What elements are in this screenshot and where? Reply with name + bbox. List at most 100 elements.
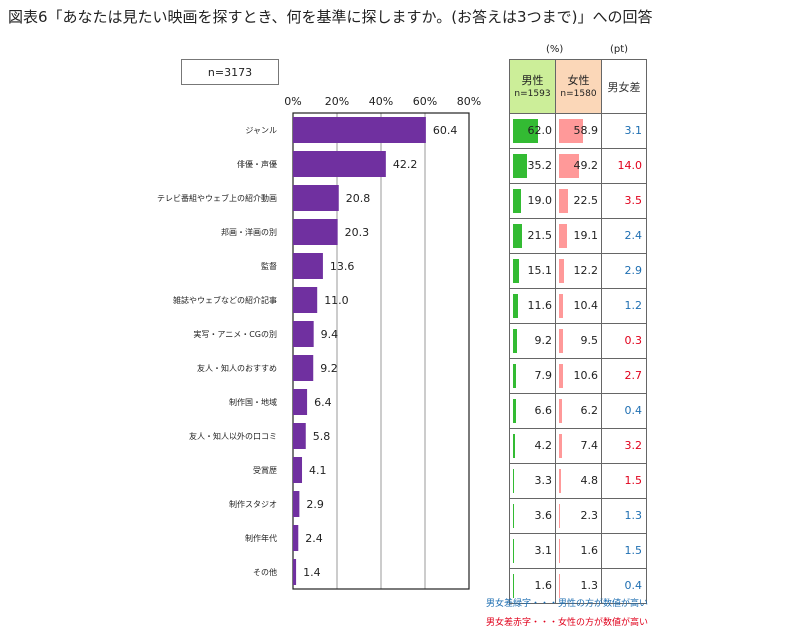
male-cell: 19.0 [509, 183, 556, 219]
female-cell: 1.3 [555, 568, 602, 604]
diff-value: 0.4 [624, 404, 643, 417]
data-label: 20.3 [345, 226, 370, 239]
male-bar [513, 329, 517, 353]
female-cell: 10.6 [555, 358, 602, 394]
female-value: 10.6 [573, 369, 599, 382]
table-row: 1.6 1.3 0.4 [509, 568, 647, 604]
male-value: 4.2 [534, 439, 553, 452]
data-label: 9.4 [321, 328, 339, 341]
percent-unit-label: (%) [546, 44, 564, 55]
page-title: 図表6「あなたは見たい映画を探すとき、何を基準に探しますか。(お答えは3つまで)… [8, 8, 653, 26]
diff-cell: 0.4 [601, 568, 647, 604]
tick-label: 40% [369, 95, 393, 108]
male-label: 男性 [521, 73, 544, 87]
male-cell: 3.3 [509, 463, 556, 499]
female-bar [559, 539, 560, 563]
category-label: その他 [253, 567, 277, 577]
point-unit-label: (pt) [610, 44, 629, 55]
female-bar [559, 434, 562, 458]
diff-value: 2.7 [624, 369, 643, 382]
category-label: 邦画・洋画の別 [221, 227, 277, 237]
table-row: 21.5 19.1 2.4 [509, 218, 647, 254]
male-value: 3.3 [534, 474, 553, 487]
female-cell: 19.1 [555, 218, 602, 254]
diff-cell: 1.3 [601, 498, 647, 534]
male-value: 3.6 [534, 509, 553, 522]
male-bar [513, 539, 515, 563]
female-cell: 12.2 [555, 253, 602, 289]
female-cell: 58.9 [555, 113, 602, 149]
female-bar [559, 154, 579, 178]
female-bar [559, 574, 560, 598]
female-cell: 22.5 [555, 183, 602, 219]
male-cell: 6.6 [509, 393, 556, 429]
male-cell: 3.1 [509, 533, 556, 569]
female-value: 22.5 [573, 194, 599, 207]
diff-value: 1.3 [624, 509, 643, 522]
male-cell: 9.2 [509, 323, 556, 359]
diff-value: 1.2 [624, 299, 643, 312]
female-value: 12.2 [573, 264, 599, 277]
diff-cell: 0.4 [601, 393, 647, 429]
data-label: 42.2 [393, 158, 418, 171]
female-value: 1.6 [580, 544, 599, 557]
female-bar [559, 294, 564, 318]
female-value: 4.8 [580, 474, 599, 487]
category-label: 制作国・地域 [229, 397, 277, 407]
female-n: n=1580 [560, 88, 597, 99]
table-row: 4.2 7.4 3.2 [509, 428, 647, 464]
diff-value: 0.4 [624, 579, 643, 592]
female-bar [559, 119, 583, 143]
male-cell: 21.5 [509, 218, 556, 254]
female-cell: 6.2 [555, 393, 602, 429]
data-label: 5.8 [313, 430, 331, 443]
female-label: 女性 [567, 73, 590, 87]
diff-cell: 3.2 [601, 428, 647, 464]
table-row: 3.1 1.6 1.5 [509, 533, 647, 569]
male-bar [513, 189, 521, 213]
male-value: 7.9 [534, 369, 553, 382]
table-row: 11.6 10.4 1.2 [509, 288, 647, 324]
tick-label: 20% [325, 95, 349, 108]
male-cell: 7.9 [509, 358, 556, 394]
male-bar [513, 469, 515, 493]
plot-frame [292, 112, 470, 590]
bar [293, 355, 314, 381]
male-bar [513, 364, 517, 388]
bar [293, 219, 338, 245]
male-bar [513, 434, 515, 458]
diff-cell: 0.3 [601, 323, 647, 359]
female-bar [559, 259, 564, 283]
bar [293, 491, 300, 517]
bar [293, 185, 339, 211]
diff-cell: 14.0 [601, 148, 647, 184]
male-cell: 3.6 [509, 498, 556, 534]
male-bar [513, 574, 514, 598]
female-value: 1.3 [580, 579, 599, 592]
tick-label: 60% [413, 95, 437, 108]
male-value: 1.6 [534, 579, 553, 592]
bar [293, 389, 308, 415]
data-label: 2.4 [305, 532, 323, 545]
bar [293, 525, 299, 551]
bar [293, 117, 426, 143]
data-label: 4.1 [309, 464, 327, 477]
male-value: 21.5 [527, 229, 553, 242]
table-row: 9.2 9.5 0.3 [509, 323, 647, 359]
female-cell: 10.4 [555, 288, 602, 324]
male-bar [513, 504, 515, 528]
data-label: 2.9 [306, 498, 324, 511]
diff-value: 3.5 [624, 194, 643, 207]
category-label: 制作年代 [245, 533, 277, 543]
male-header: 男性 n=1593 [509, 59, 556, 114]
gender-table: 男性 n=1593 女性 n=1580 男女差 62.0 58.9 3.1 35.2 4… [509, 59, 647, 604]
category-label: 友人・知人以外の口コミ [189, 431, 277, 441]
category-label: 実写・アニメ・CGの別 [193, 329, 277, 339]
data-label: 6.4 [314, 396, 332, 409]
female-bar [559, 504, 560, 528]
female-cell: 1.6 [555, 533, 602, 569]
diff-cell: 3.5 [601, 183, 647, 219]
data-label: 13.6 [330, 260, 355, 273]
table-row: 19.0 22.5 3.5 [509, 183, 647, 219]
